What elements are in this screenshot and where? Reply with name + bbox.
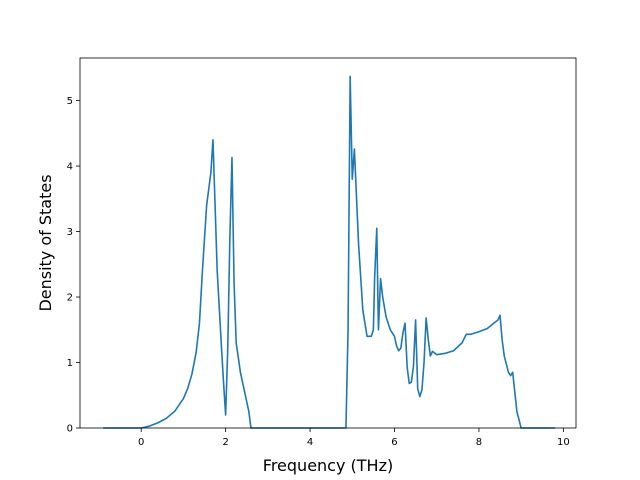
y-tick-label: 0 (67, 424, 73, 435)
x-tick-label: 4 (307, 437, 313, 448)
y-tick-label: 2 (67, 293, 73, 304)
y-tick-label: 4 (67, 162, 73, 173)
x-tick-label: 0 (138, 437, 144, 448)
plot-frame (79, 57, 577, 429)
x-tick-label: 2 (222, 437, 228, 448)
x-tick-label: 8 (476, 437, 482, 448)
dos-series-line-0 (103, 75, 555, 429)
x-axis-title: Frequency (THz) (263, 456, 393, 475)
x-tick-label: 10 (557, 437, 570, 448)
y-axis-title: Density of States (36, 174, 55, 311)
y-tick-label: 3 (67, 227, 73, 238)
plot-area (80, 58, 576, 428)
y-tick-label: 5 (67, 96, 73, 107)
x-tick-label: 6 (391, 437, 397, 448)
y-tick-label: 1 (67, 358, 73, 369)
